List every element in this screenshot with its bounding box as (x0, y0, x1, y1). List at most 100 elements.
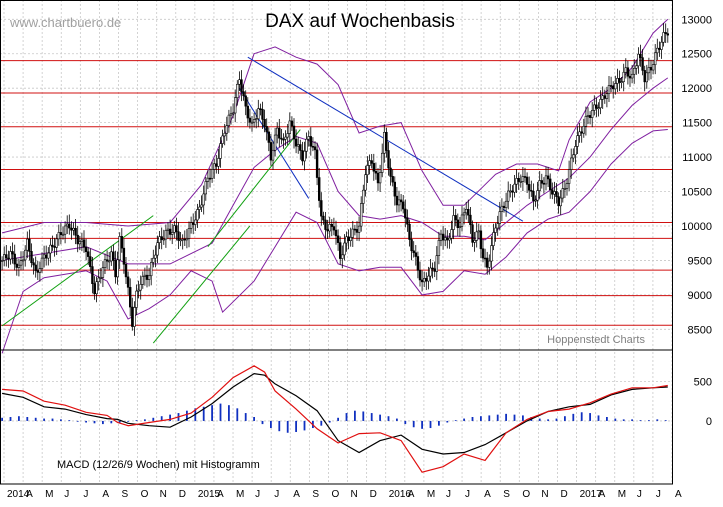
candle-body (338, 242, 342, 259)
candle-body (30, 251, 33, 264)
candle-body (624, 67, 628, 73)
candle-body (164, 230, 168, 240)
candle-body (359, 203, 363, 227)
candle-body (431, 267, 434, 270)
candle-body (422, 278, 426, 283)
macd-histogram-bar (471, 417, 474, 421)
macd-label: MACD (12/26/9 Wochen) mit Histogramm (57, 459, 260, 471)
x-tick-label: J (637, 489, 642, 500)
candle-body (328, 223, 331, 232)
candle-body (609, 85, 613, 87)
macd-histogram-bar (286, 420, 289, 433)
macd-histogram-bar (387, 416, 390, 421)
candle-body (374, 170, 378, 174)
candle-body (215, 163, 218, 167)
candle-body (353, 228, 357, 231)
x-tick-label: A (26, 489, 33, 500)
candle-body (664, 32, 667, 35)
candle-body (614, 83, 617, 90)
y-tick-label: 13000 (681, 14, 712, 26)
candle-body (34, 264, 37, 271)
bollinger-upper (1, 18, 669, 234)
x-tick-label: S (503, 489, 510, 500)
candle-body (332, 226, 336, 231)
candle-body (368, 160, 371, 166)
macd-histogram-bar (404, 420, 407, 425)
candle-body (492, 232, 495, 246)
candle-body (410, 239, 413, 252)
candle-body (267, 131, 270, 143)
candle-body (561, 188, 565, 199)
candle-body (313, 146, 317, 151)
candle-body (456, 219, 459, 229)
candle-body (481, 248, 485, 259)
candle-body (269, 142, 273, 161)
macd-histogram-bar (228, 405, 230, 421)
macd-histogram-bar (547, 419, 549, 421)
candle-body (139, 284, 142, 291)
candle-body (223, 132, 226, 137)
candle-body (158, 236, 161, 243)
candle-body (383, 131, 386, 154)
candle-body (605, 93, 609, 99)
candle-body (234, 97, 237, 114)
candle-body (80, 239, 84, 242)
x-tick-label: D (179, 489, 186, 500)
macd-histogram-bar (102, 420, 104, 425)
candle-body (47, 252, 50, 259)
candle-body (324, 219, 327, 230)
macd-histogram-bar (211, 405, 213, 421)
candle-body (578, 131, 581, 136)
macd-histogram (1, 403, 667, 433)
macd-histogram-bar (572, 413, 575, 421)
candle-body (336, 235, 340, 243)
candle-body (51, 244, 54, 247)
candle-body (74, 227, 77, 236)
macd-histogram-bar (606, 417, 608, 421)
x-tick-label: J (83, 489, 88, 500)
macd-histogram-bar (320, 420, 323, 426)
bollinger-bands (1, 18, 669, 354)
candle-body (288, 120, 291, 134)
candle-body (622, 71, 625, 82)
candle-body (292, 125, 296, 140)
watermark: www.chartbuero.de (9, 15, 121, 30)
candle-body (202, 193, 205, 206)
candle-body (49, 244, 52, 254)
macd-histogram-bar (648, 420, 650, 421)
candle-body (280, 137, 283, 140)
y-tick-label: 12000 (681, 83, 712, 95)
candle-body (311, 145, 315, 148)
candle-body (404, 208, 407, 219)
candle-body (616, 78, 619, 84)
candle-body (309, 136, 312, 147)
candle-body (145, 274, 149, 280)
candle-body (656, 47, 659, 54)
macd-histogram-bar (261, 420, 264, 425)
candle-body (9, 251, 12, 260)
candle-body (391, 176, 394, 183)
macd-histogram-bar (370, 413, 373, 421)
candle-body (471, 224, 474, 243)
macd-histogram-bar (580, 412, 583, 421)
candle-body (200, 204, 203, 208)
candle-body (89, 256, 92, 267)
candle-body (110, 251, 113, 262)
macd-histogram-bar (144, 419, 146, 421)
macd-histogram-bar (127, 420, 129, 422)
x-tick-label: J (274, 489, 279, 500)
candle-body (351, 228, 354, 238)
candle-body (175, 225, 178, 233)
candle-body (427, 275, 430, 282)
candle-body (213, 163, 216, 170)
candle-body (238, 79, 241, 85)
x-tick-label: A (408, 489, 415, 500)
x-tick-label: J (656, 489, 661, 500)
candle-body (389, 167, 392, 177)
macd-histogram-bar (597, 415, 600, 421)
y-tick-label: 10000 (681, 221, 712, 233)
candle-body (273, 134, 277, 151)
candle-body (527, 184, 531, 191)
candle-body (341, 254, 344, 259)
candle-body (399, 199, 403, 203)
